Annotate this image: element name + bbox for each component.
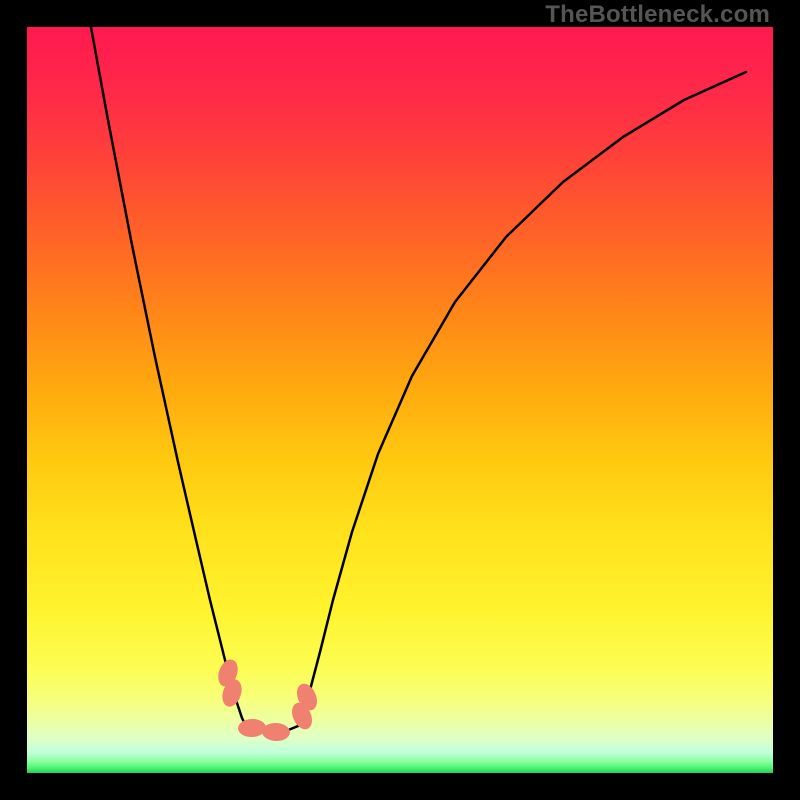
chart-svg bbox=[0, 0, 800, 800]
plot-background bbox=[27, 27, 773, 773]
chart-frame: TheBottleneck.com bbox=[0, 0, 800, 800]
watermark-text: TheBottleneck.com bbox=[545, 1, 770, 29]
